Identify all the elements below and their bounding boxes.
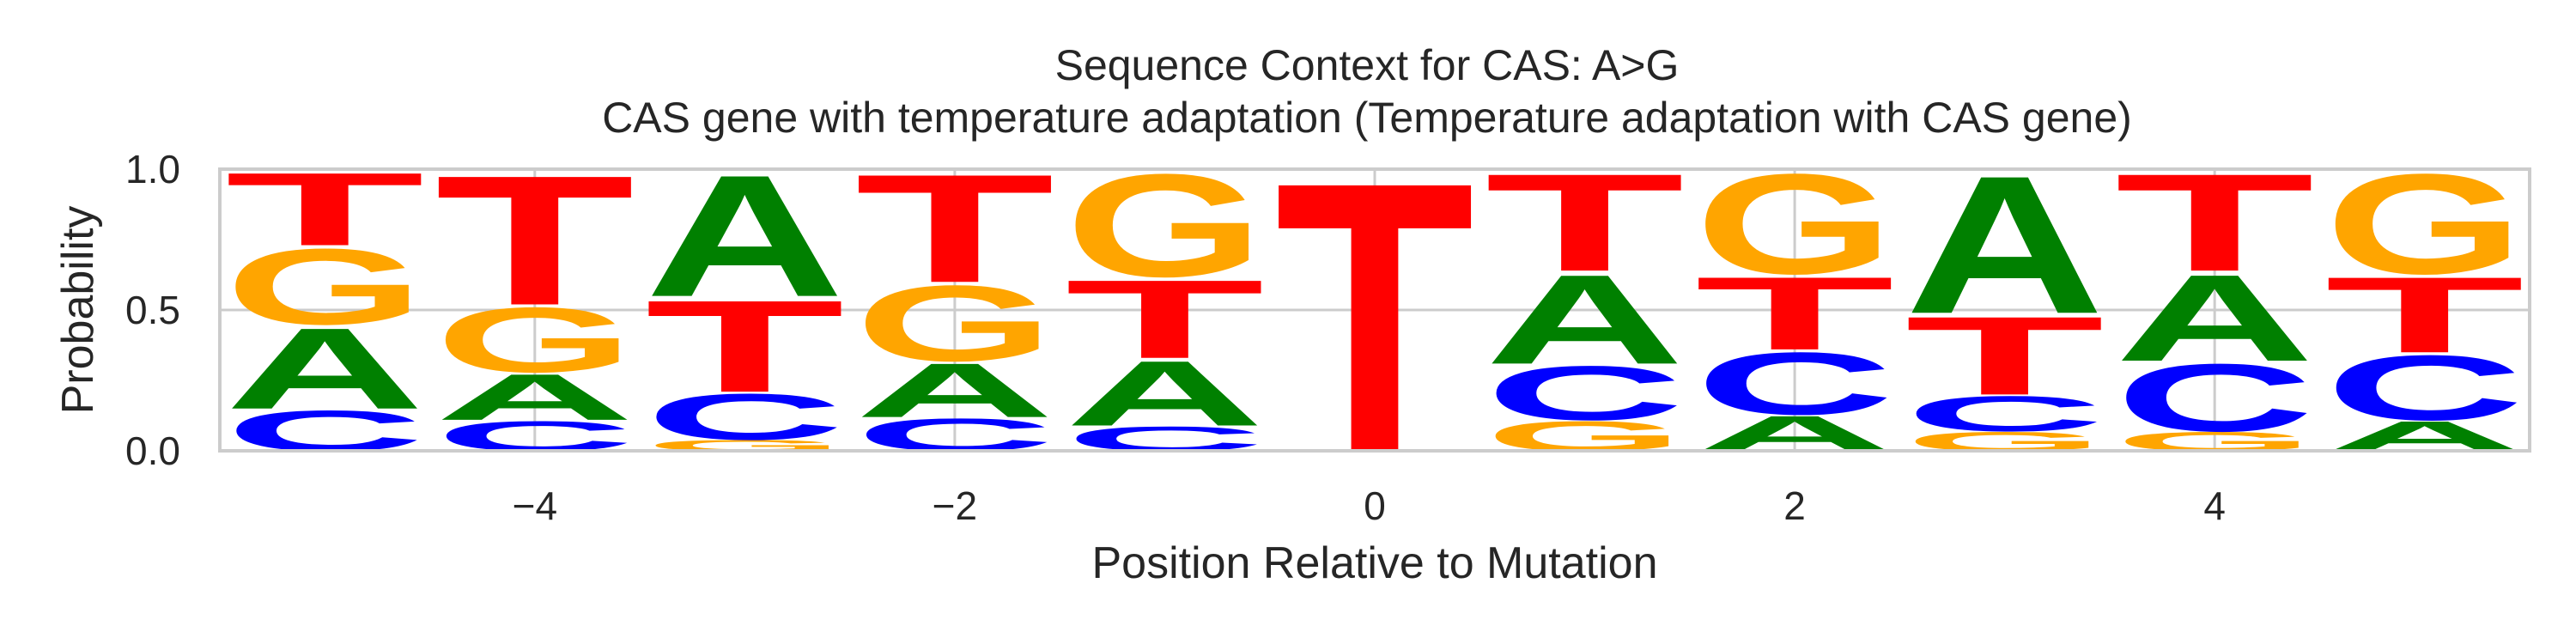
x-tick-label: 4: [2203, 483, 2226, 528]
logo-letter-T: T: [2325, 255, 2524, 375]
logo-letter-A: A: [435, 361, 635, 434]
logo-letter-G: G: [1695, 144, 1894, 304]
logo-letter-C: C: [2325, 336, 2524, 439]
logo-letter-A: A: [645, 139, 844, 333]
x-axis-label: Position Relative to Mutation: [1091, 538, 1657, 588]
logo-letter-A: A: [2115, 249, 2314, 387]
y-axis-label: Probability: [53, 206, 103, 415]
logo-letter-C: C: [1695, 334, 1894, 433]
logo-letter-A: A: [1485, 249, 1684, 392]
logo-letter-G: G: [1065, 143, 1264, 307]
logo-letter-C: C: [1485, 350, 1684, 436]
logo-letter-G: G: [2325, 144, 2524, 304]
logo-letter-T: T: [855, 143, 1054, 315]
logo-letter-T: T: [1275, 102, 1474, 533]
y-tick-label: 0.5: [125, 288, 180, 332]
logo-letter-T: T: [435, 137, 635, 343]
x-tick-label: 0: [1364, 483, 1386, 528]
x-tick-label: −2: [933, 483, 977, 528]
logo-letter-T: T: [1065, 257, 1264, 381]
logo-letter-C: C: [645, 380, 844, 454]
axis-layer: −4 −2 0 2 4 0.0 0.5 1.0: [125, 147, 2226, 528]
logo-letter-C: C: [1905, 386, 2104, 441]
y-tick-label: 1.0: [125, 147, 180, 191]
logo-letter-T: T: [645, 274, 844, 420]
y-tick-label: 0.0: [125, 428, 180, 473]
logo-letter-A: A: [225, 304, 424, 433]
logo-letter-C: C: [2115, 344, 2314, 452]
logo-letter-T: T: [1905, 294, 2104, 418]
logo-letter-G: G: [855, 263, 1054, 384]
plot-frame: [218, 167, 2531, 453]
logo-letter-A: A: [1065, 342, 1264, 445]
logo-letter-A: A: [855, 348, 1054, 434]
x-tick-label: 2: [1783, 483, 1806, 528]
logo-letter-A: A: [1905, 136, 2104, 355]
x-tick-label: −4: [513, 483, 557, 528]
logo-letter-T: T: [1695, 255, 1894, 372]
chart-subtitle: CAS gene with temperature adaptation (Te…: [602, 94, 2132, 142]
logo-letter-G: G: [225, 227, 424, 348]
chart-title: Sequence Context for CAS: A>G: [1055, 41, 1680, 89]
logo-letter-G: G: [435, 289, 635, 392]
